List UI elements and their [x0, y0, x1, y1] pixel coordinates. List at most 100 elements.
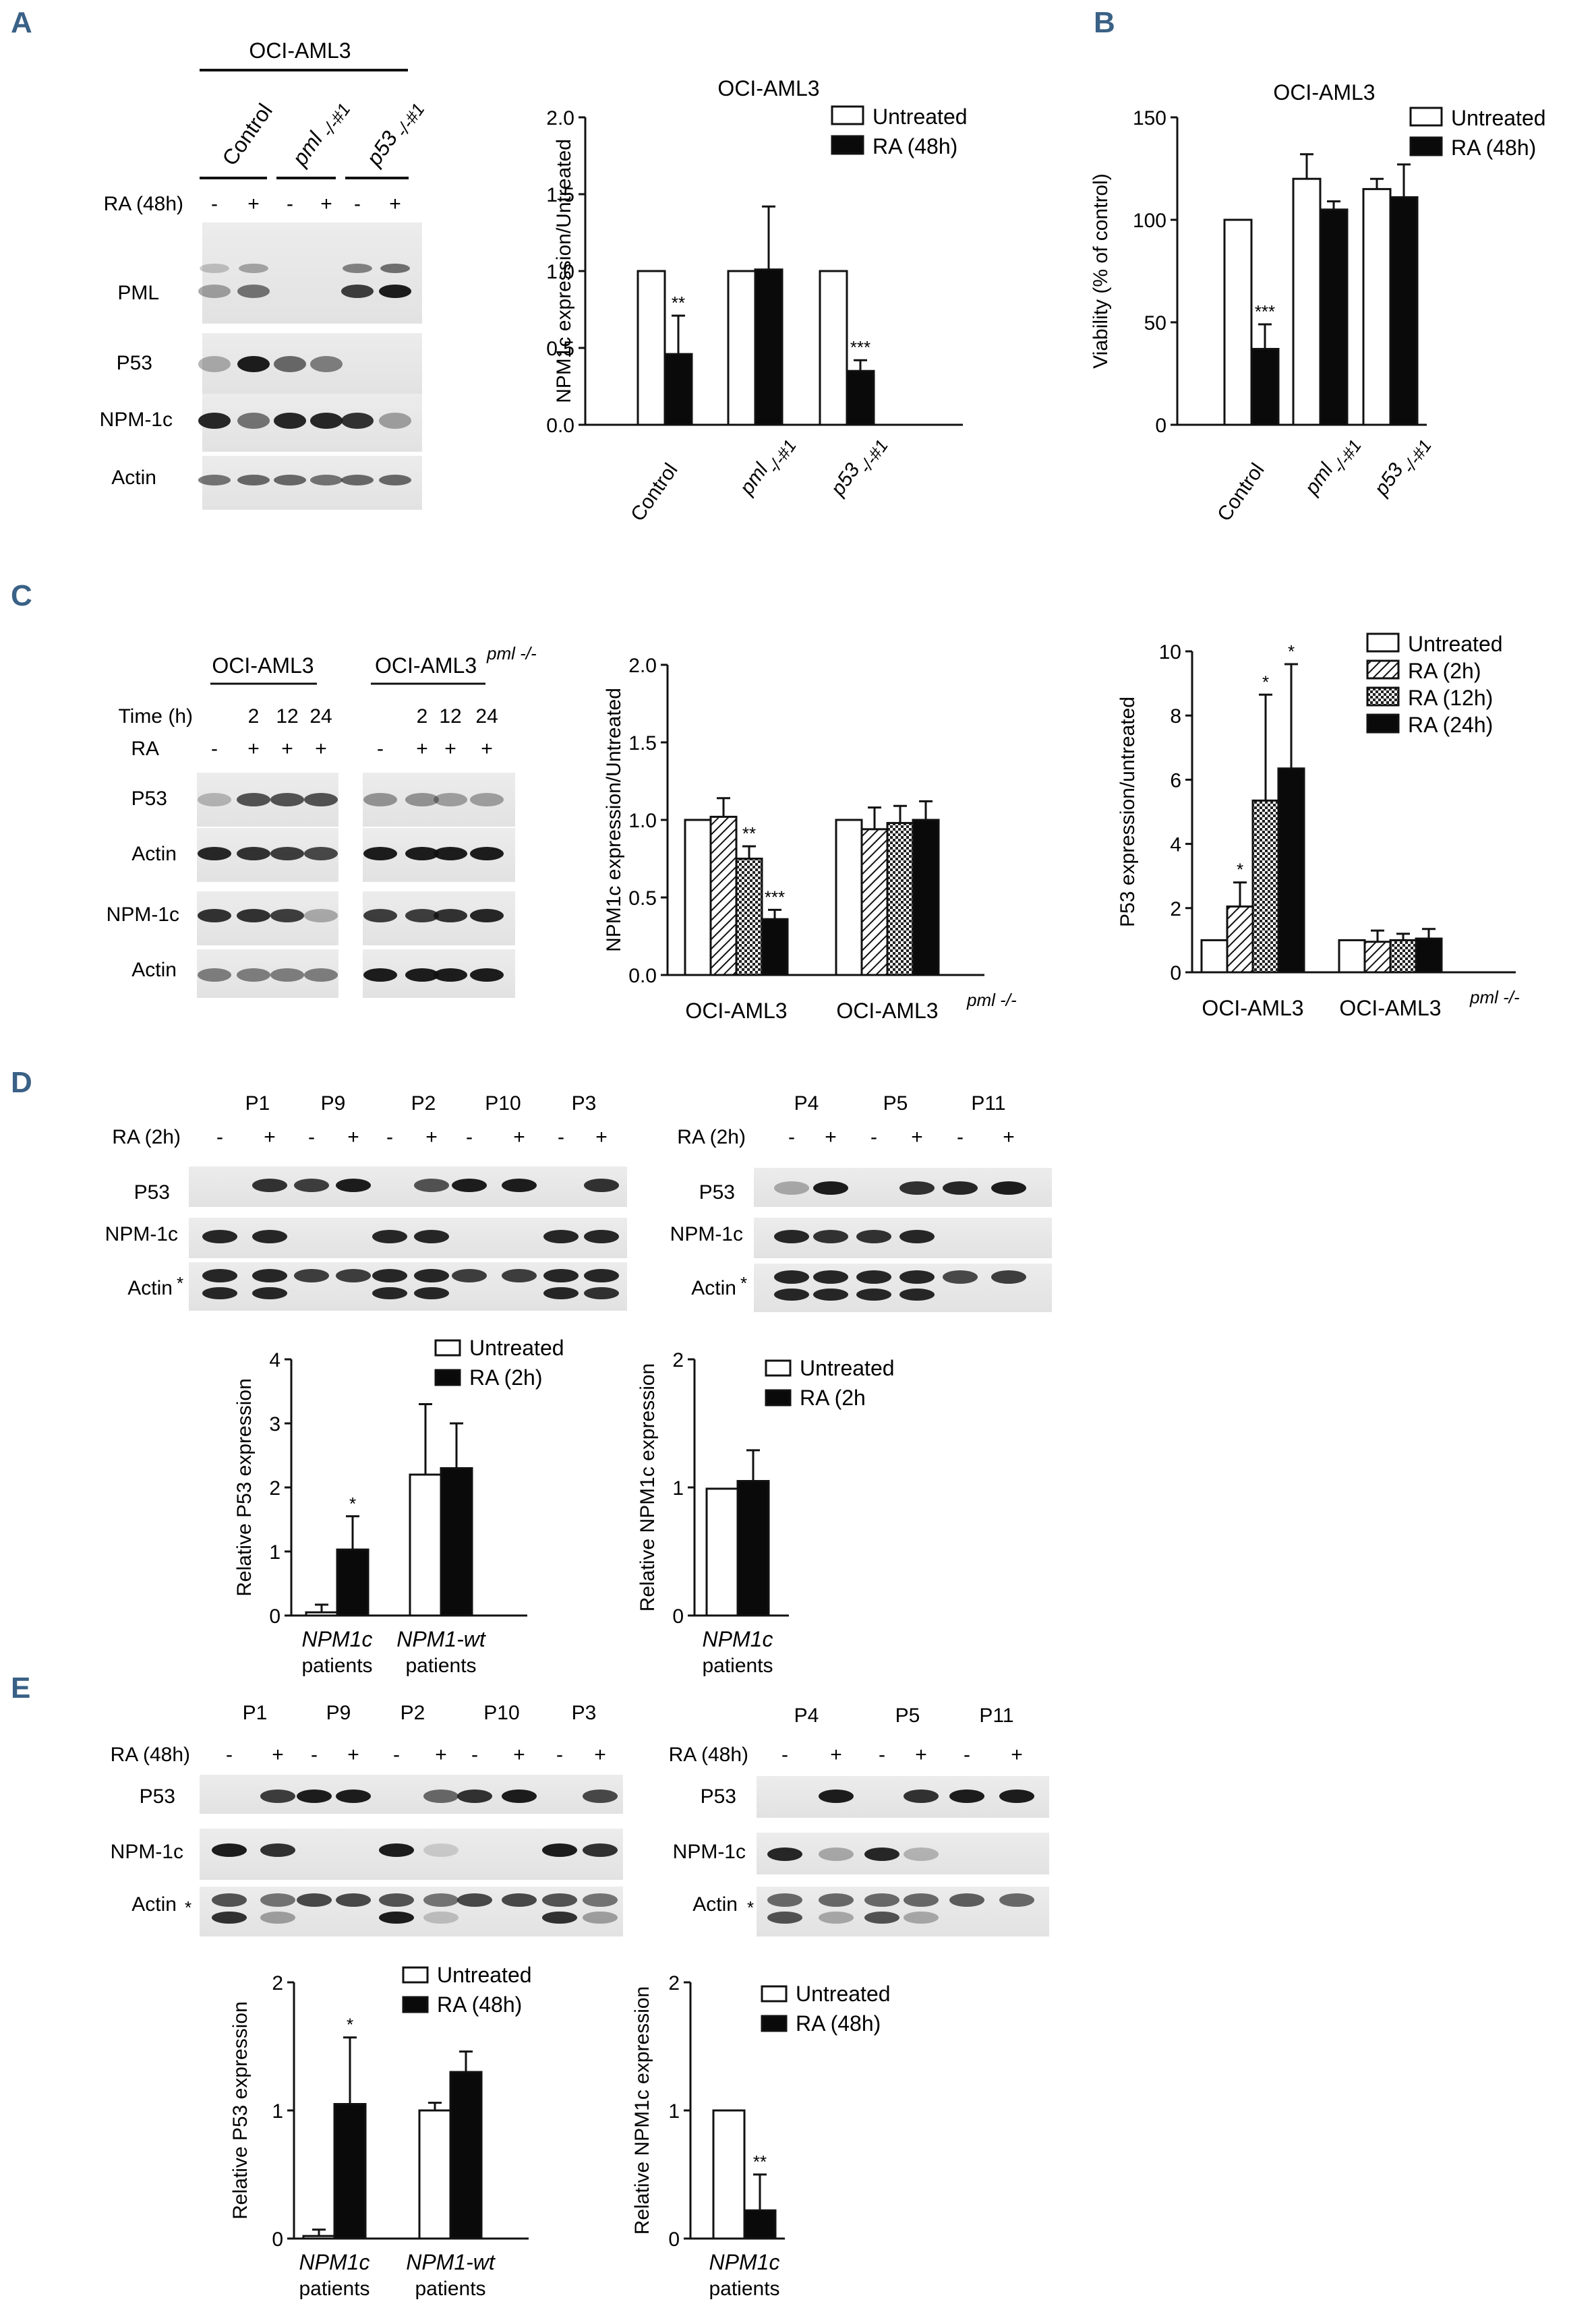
y-tick-label: 0 — [668, 2228, 680, 2251]
blot-a-row-pml: PML — [117, 282, 159, 304]
treatment-sign: + — [915, 1744, 927, 1766]
y-tick-label: 1.5 — [546, 184, 574, 206]
significance-label: * — [347, 2015, 353, 2035]
category-label-line2: patients — [405, 1655, 476, 1677]
category-label-line2: patients — [299, 2278, 370, 2300]
patient-label: P10 — [483, 1702, 519, 1724]
blot-band — [864, 1847, 899, 1861]
significance-label: * — [1288, 641, 1295, 661]
blot-d-left: RA (2h) P53 NPM-1c Actin * P1 P9 P2 P10 P3- +… — [105, 1092, 627, 1311]
blot-c-time: 24 — [309, 705, 332, 728]
legend: Untreated RA (48h) — [402, 1963, 532, 2017]
blot-c-sign: + — [444, 738, 456, 760]
y-tick-label: 2 — [272, 1972, 283, 1994]
blot-d-right-row-npm: NPM-1c — [670, 1223, 743, 1245]
blot-a-band — [310, 356, 343, 372]
treatment-sign: - — [781, 1744, 788, 1766]
blot-a-cell-line: OCI-AML3 — [249, 38, 351, 63]
patient-label: P5 — [895, 1705, 920, 1727]
blot-band — [542, 1843, 577, 1857]
blot-c-band — [470, 847, 504, 860]
blot-c-band — [363, 847, 397, 860]
blot-a-band — [310, 475, 343, 485]
blot-band — [543, 1269, 579, 1282]
blot-band — [294, 1179, 329, 1192]
blot-band — [904, 1789, 939, 1803]
blot-strip — [757, 1833, 1049, 1874]
y-tick-label: 50 — [1144, 312, 1166, 334]
blot-a-col-pml-sup: -/-#1 — [317, 99, 354, 140]
y-tick-label: 100 — [1133, 210, 1166, 232]
blot-band — [943, 1181, 978, 1195]
blot-band — [372, 1230, 407, 1243]
y-tick-label: 1.0 — [546, 261, 574, 283]
blot-d-right: RA (2h) P53 NPM-1c Actin * P4 P5 P11- + - + - + — [670, 1092, 1052, 1312]
bar — [663, 353, 693, 426]
blot-band — [423, 1912, 459, 1924]
blot-band — [202, 1269, 237, 1282]
blot-band — [260, 1912, 295, 1924]
blot-band — [813, 1289, 848, 1301]
blot-band — [202, 1287, 237, 1299]
blot-band — [457, 1893, 492, 1907]
legend-label: RA (2h) — [469, 1365, 542, 1390]
significance-label: * — [349, 1493, 356, 1514]
chart-A-chart: 0.0 0.5 1.0 1.5 2.0 NPM1c expression/Untreate… — [546, 76, 967, 525]
blot-a-row-npm: NPM-1c — [100, 409, 173, 431]
legend: Untreated RA (2h — [765, 1356, 895, 1410]
treatment-sign: - — [311, 1744, 318, 1766]
blot-c-sign: + — [281, 738, 293, 760]
blot-a-band — [198, 356, 231, 372]
legend-swatch — [1409, 136, 1443, 156]
treatment-sign: + — [425, 1126, 438, 1148]
blot-c-band — [270, 847, 304, 860]
bar — [1277, 767, 1305, 974]
blot-band — [767, 1847, 802, 1861]
blot-band — [999, 1893, 1034, 1907]
significance-label: *** — [850, 337, 870, 357]
legend-swatch — [1366, 686, 1400, 707]
blot-c-sign: - — [211, 738, 218, 760]
category-superscript: pml -/- — [1469, 987, 1520, 1007]
blot-band — [856, 1230, 891, 1243]
y-tick-label: 0 — [1155, 415, 1166, 437]
chart-E-p53: 0 1 2 Relative P53 expression * NPM1c patients… — [229, 1963, 532, 2300]
patient-label: P1 — [245, 1092, 270, 1115]
blot-band — [819, 1893, 854, 1907]
blot-d-right-condition: RA (2h) — [677, 1126, 746, 1148]
patient-label: P9 — [326, 1702, 351, 1724]
legend-label: Untreated — [437, 1963, 532, 1987]
significance-label: * — [1262, 672, 1269, 692]
blot-band — [212, 1912, 247, 1924]
blot-band — [583, 1912, 618, 1924]
blot-band — [774, 1270, 809, 1284]
blot-c-row-npm: NPM-1c — [107, 904, 179, 926]
blot-band — [991, 1181, 1026, 1195]
bar — [1250, 348, 1280, 426]
bar — [1389, 196, 1419, 426]
blot-a-sign: + — [247, 193, 260, 215]
blot-c-strip-right — [363, 773, 515, 827]
patient-label: P2 — [401, 1702, 425, 1724]
blot-a: OCI-AML3 Control pml -/-#1 p53 -/-#1 RA … — [100, 38, 429, 510]
blot-a-sign: + — [320, 193, 332, 215]
bar — [1226, 905, 1254, 974]
y-tick-label: 0.0 — [546, 415, 574, 437]
category-label: NPM1c — [299, 2250, 370, 2274]
y-tick-label: 4 — [269, 1349, 280, 1371]
blot-a-band — [379, 413, 411, 429]
bar — [637, 270, 666, 426]
blot-a-band — [237, 285, 270, 298]
y-axis-label: Relative NPM1c expression — [637, 1363, 659, 1611]
blot-a-band — [200, 264, 229, 273]
patient-label: P10 — [485, 1092, 521, 1115]
bar — [819, 270, 848, 426]
blot-band — [423, 1843, 459, 1857]
legend-swatch — [434, 1339, 461, 1357]
y-tick-label: 3 — [269, 1413, 280, 1436]
legend-label: RA (48h) — [796, 2011, 881, 2036]
blot-band — [813, 1181, 848, 1195]
treatment-sign: + — [911, 1126, 923, 1148]
patient-label: P11 — [979, 1705, 1013, 1727]
